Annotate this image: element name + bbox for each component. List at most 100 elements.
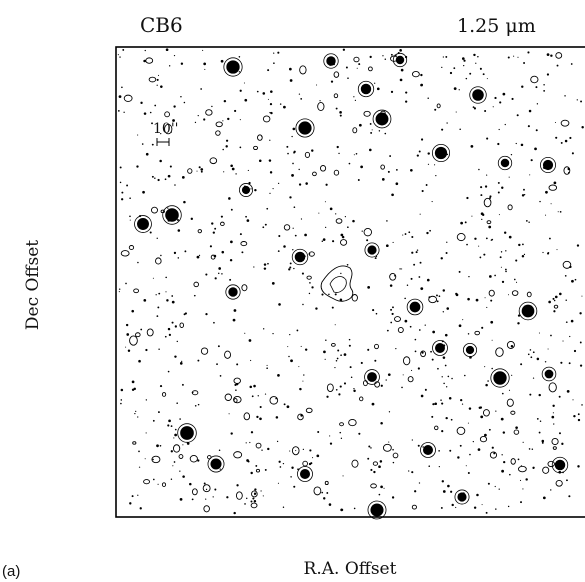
noise-speck: [291, 466, 294, 469]
faint-source: [548, 184, 558, 191]
noise-speck: [497, 181, 500, 184]
faint-source: [269, 396, 279, 405]
faint-source: [434, 425, 439, 431]
noise-speck: [565, 321, 568, 323]
faint-source: [306, 275, 312, 280]
noise-speck: [413, 263, 416, 266]
x-axis-label: R.A. Offset: [304, 559, 397, 579]
noise-speck: [581, 295, 583, 297]
noise-speck: [548, 237, 551, 240]
noise-speck: [253, 384, 256, 388]
noise-speck: [387, 170, 390, 173]
noise-speck: [294, 234, 297, 237]
noise-speck: [507, 56, 510, 59]
noise-speck: [538, 431, 541, 434]
noise-speck: [444, 333, 448, 337]
noise-speck: [230, 164, 233, 168]
bright-star: [180, 426, 194, 440]
noise-speck: [184, 250, 187, 253]
noise-speck: [220, 59, 224, 63]
faint-source: [348, 418, 357, 427]
noise-speck: [302, 448, 305, 450]
noise-speck: [358, 432, 361, 435]
noise-speck: [291, 174, 294, 177]
noise-speck: [131, 309, 135, 313]
noise-speck: [399, 78, 403, 82]
noise-speck: [410, 168, 413, 172]
noise-speck: [165, 276, 167, 279]
noise-speck: [447, 484, 450, 488]
noise-speck: [283, 105, 286, 109]
noise-speck: [272, 188, 274, 190]
noise-speck: [505, 270, 507, 273]
noise-speck: [507, 294, 510, 296]
noise-speck: [380, 421, 383, 425]
noise-speck: [581, 404, 583, 406]
noise-speck: [319, 100, 321, 102]
noise-speck: [244, 98, 248, 102]
noise-speck: [309, 449, 312, 452]
noise-speck: [197, 359, 200, 362]
noise-speck: [532, 377, 535, 379]
noise-speck: [158, 292, 161, 295]
noise-speck: [422, 446, 424, 448]
noise-speck: [254, 493, 256, 496]
noise-speck: [498, 128, 500, 131]
noise-speck: [214, 488, 217, 491]
noise-speck: [352, 219, 355, 223]
noise-speck: [459, 128, 461, 131]
noise-speck: [523, 62, 526, 64]
noise-speck: [519, 479, 522, 482]
faint-source: [560, 119, 570, 127]
noise-speck: [468, 275, 470, 278]
noise-speck: [491, 446, 494, 449]
noise-speck: [243, 82, 245, 84]
noise-speck: [405, 91, 408, 94]
noise-speck: [369, 55, 372, 59]
noise-speck: [426, 231, 429, 235]
faint-source: [179, 322, 184, 328]
noise-speck: [437, 367, 439, 370]
noise-speck: [375, 312, 378, 315]
faint-source: [205, 109, 213, 116]
noise-speck: [269, 112, 271, 114]
noise-speck: [521, 194, 525, 197]
noise-speck: [329, 207, 333, 211]
noise-speck: [384, 58, 387, 60]
noise-speck: [311, 286, 314, 289]
noise-speck: [131, 388, 135, 392]
noise-speck: [245, 215, 247, 218]
noise-speck: [426, 278, 430, 282]
noise-speck: [301, 272, 304, 275]
noise-speck: [167, 370, 170, 373]
noise-speck: [131, 380, 135, 384]
noise-speck: [416, 249, 419, 251]
noise-speck: [159, 444, 162, 447]
noise-speck: [460, 221, 463, 225]
faint-source: [197, 229, 202, 234]
noise-speck: [532, 351, 535, 354]
noise-speck: [177, 257, 180, 259]
noise-speck: [212, 231, 215, 234]
bright-star: [542, 159, 554, 171]
noise-speck: [140, 328, 143, 331]
noise-speck: [156, 84, 158, 86]
noise-speck: [200, 88, 202, 90]
noise-speck: [386, 220, 388, 222]
noise-speck: [152, 419, 155, 422]
noise-speck: [550, 203, 552, 205]
bright-star: [521, 304, 535, 318]
image-frame: [115, 46, 585, 518]
noise-speck: [558, 470, 562, 474]
noise-speck: [451, 503, 454, 507]
bright-star: [493, 371, 507, 385]
noise-speck: [558, 395, 561, 398]
noise-speck: [487, 482, 490, 485]
noise-speck: [410, 369, 413, 372]
noise-speck: [305, 182, 308, 185]
noise-speck: [440, 257, 443, 260]
noise-speck: [517, 56, 519, 58]
noise-speck: [171, 300, 175, 304]
star-contour: [469, 86, 487, 104]
noise-speck: [353, 154, 355, 156]
